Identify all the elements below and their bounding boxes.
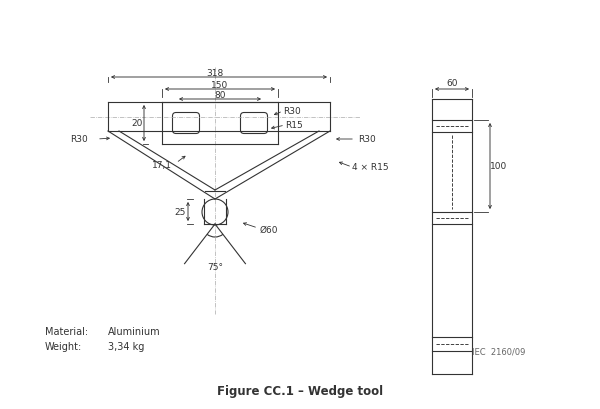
Text: IEC  2160/09: IEC 2160/09 — [472, 347, 526, 356]
Text: Material:: Material: — [45, 326, 88, 336]
Text: 25: 25 — [175, 207, 185, 216]
Text: 17,1: 17,1 — [152, 161, 172, 170]
Text: 318: 318 — [206, 68, 224, 77]
Text: R15: R15 — [285, 121, 303, 130]
Text: Figure CC.1 – Wedge tool: Figure CC.1 – Wedge tool — [217, 384, 383, 398]
Text: Ø60: Ø60 — [260, 225, 278, 234]
Text: 60: 60 — [446, 79, 458, 88]
Text: 3,34 kg: 3,34 kg — [108, 341, 145, 351]
Text: 20: 20 — [131, 119, 143, 128]
Text: 80: 80 — [214, 90, 226, 99]
Text: 150: 150 — [211, 80, 229, 89]
Text: 4 × R15: 4 × R15 — [352, 163, 389, 172]
Text: R30: R30 — [358, 135, 376, 144]
Text: Weight:: Weight: — [45, 341, 82, 351]
Text: R30: R30 — [70, 135, 88, 144]
Text: 100: 100 — [490, 162, 508, 171]
Text: 75°: 75° — [207, 262, 223, 271]
Text: R30: R30 — [283, 107, 301, 116]
Text: Aluminium: Aluminium — [108, 326, 161, 336]
